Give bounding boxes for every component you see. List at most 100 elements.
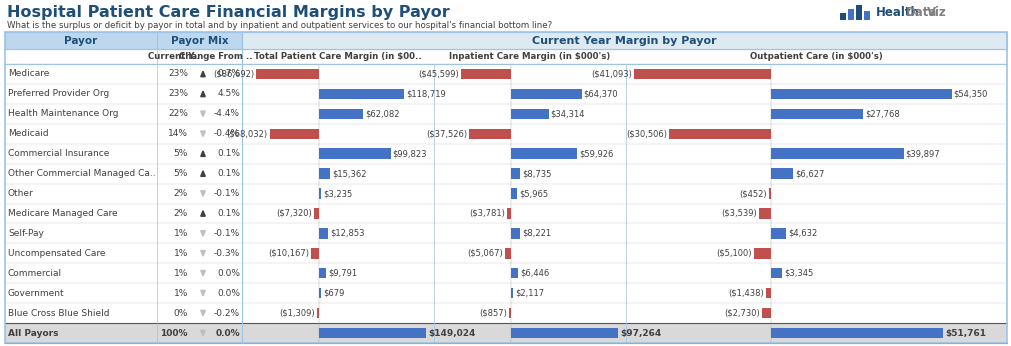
- Bar: [504, 248, 511, 258]
- Text: Change From ..: Change From ..: [179, 52, 253, 61]
- Text: $34,314: $34,314: [550, 109, 584, 118]
- Bar: [318, 169, 330, 179]
- Bar: [256, 69, 318, 79]
- Bar: [5, 32, 215, 49]
- Text: Current Y..: Current Y..: [148, 52, 199, 61]
- Bar: [270, 129, 318, 139]
- Text: 1%: 1%: [174, 269, 188, 278]
- Bar: [839, 13, 845, 20]
- Text: 0.0%: 0.0%: [215, 329, 240, 338]
- Text: Preferred Provider Org: Preferred Provider Org: [8, 89, 109, 98]
- Text: ($452): ($452): [738, 189, 766, 198]
- Bar: [511, 228, 520, 239]
- Bar: [5, 104, 1006, 124]
- Text: 23%: 23%: [168, 89, 188, 98]
- Bar: [318, 228, 328, 239]
- Text: $54,350: $54,350: [952, 89, 987, 98]
- Text: ($45,599): ($45,599): [418, 70, 458, 79]
- Text: 22%: 22%: [168, 109, 188, 118]
- Text: ($1,309): ($1,309): [279, 309, 314, 318]
- Bar: [5, 203, 1006, 224]
- Text: Uncompensated Care: Uncompensated Care: [8, 249, 105, 258]
- Bar: [770, 268, 782, 279]
- Bar: [770, 328, 942, 338]
- Text: Other: Other: [8, 189, 33, 198]
- Text: ($5,067): ($5,067): [467, 249, 502, 258]
- Text: ($30,506): ($30,506): [626, 129, 666, 138]
- Bar: [855, 5, 861, 20]
- Bar: [318, 148, 390, 159]
- Bar: [318, 89, 403, 99]
- Text: $118,719: $118,719: [405, 89, 446, 98]
- Bar: [318, 109, 363, 119]
- Text: Viz: Viz: [926, 6, 946, 18]
- Text: 23%: 23%: [168, 70, 188, 79]
- Polygon shape: [200, 71, 205, 77]
- Polygon shape: [200, 91, 205, 97]
- Bar: [318, 288, 320, 298]
- Text: ($3,539): ($3,539): [721, 209, 756, 218]
- Text: Data: Data: [905, 6, 936, 18]
- Bar: [242, 32, 1006, 49]
- Polygon shape: [200, 191, 205, 196]
- Bar: [511, 109, 548, 119]
- Text: -0.3%: -0.3%: [213, 249, 240, 258]
- Text: Hospital Patient Care Financial Margins by Payor: Hospital Patient Care Financial Margins …: [7, 6, 449, 20]
- Text: ($2,730): ($2,730): [723, 309, 759, 318]
- Text: Blue Cross Blue Shield: Blue Cross Blue Shield: [8, 309, 109, 318]
- Polygon shape: [200, 231, 205, 236]
- Text: Medicare Managed Care: Medicare Managed Care: [8, 209, 117, 218]
- Text: Medicaid: Medicaid: [8, 129, 49, 138]
- Bar: [511, 328, 618, 338]
- Bar: [770, 148, 903, 159]
- Text: $59,926: $59,926: [578, 149, 613, 158]
- Polygon shape: [200, 171, 205, 176]
- Bar: [511, 89, 581, 99]
- Text: What is the surplus or deficit by payor in total and by inpatient and outpatient: What is the surplus or deficit by payor …: [7, 20, 552, 29]
- Bar: [507, 208, 511, 219]
- Bar: [5, 243, 1006, 263]
- Bar: [761, 308, 770, 318]
- Bar: [511, 148, 576, 159]
- Text: ($68,032): ($68,032): [226, 129, 268, 138]
- Text: $27,768: $27,768: [864, 109, 899, 118]
- Bar: [511, 268, 518, 279]
- Bar: [5, 84, 1006, 104]
- Bar: [668, 129, 770, 139]
- Bar: [5, 32, 1006, 343]
- Polygon shape: [200, 271, 205, 276]
- Bar: [768, 188, 770, 199]
- Text: All Payors: All Payors: [8, 329, 59, 338]
- Text: Other Commercial Managed Ca..: Other Commercial Managed Ca..: [8, 169, 156, 178]
- Bar: [5, 323, 1006, 343]
- Text: 100%: 100%: [161, 329, 188, 338]
- Text: $5,965: $5,965: [519, 189, 548, 198]
- Text: ($1,438): ($1,438): [728, 289, 763, 298]
- Text: 2%: 2%: [174, 209, 188, 218]
- Text: 1%: 1%: [174, 229, 188, 238]
- Text: 2%: 2%: [174, 189, 188, 198]
- Text: 5%: 5%: [174, 169, 188, 178]
- Text: Commercial: Commercial: [8, 269, 62, 278]
- Text: 1%: 1%: [174, 249, 188, 258]
- Bar: [753, 248, 770, 258]
- Bar: [313, 208, 318, 219]
- Bar: [157, 32, 242, 49]
- Polygon shape: [200, 131, 205, 137]
- Text: $2,117: $2,117: [515, 289, 544, 298]
- Bar: [765, 288, 770, 298]
- Polygon shape: [200, 290, 205, 296]
- Text: $679: $679: [323, 289, 344, 298]
- Text: -4.4%: -4.4%: [213, 109, 240, 118]
- Bar: [770, 169, 792, 179]
- Bar: [770, 109, 862, 119]
- Text: Health Maintenance Org: Health Maintenance Org: [8, 109, 118, 118]
- Text: $3,345: $3,345: [784, 269, 813, 278]
- Text: $149,024: $149,024: [428, 329, 475, 338]
- Text: -0.2%: -0.2%: [213, 309, 240, 318]
- Text: Medicare: Medicare: [8, 70, 50, 79]
- Text: Government: Government: [8, 289, 65, 298]
- Text: $8,221: $8,221: [522, 229, 550, 238]
- Bar: [460, 69, 511, 79]
- Text: Commercial Insurance: Commercial Insurance: [8, 149, 109, 158]
